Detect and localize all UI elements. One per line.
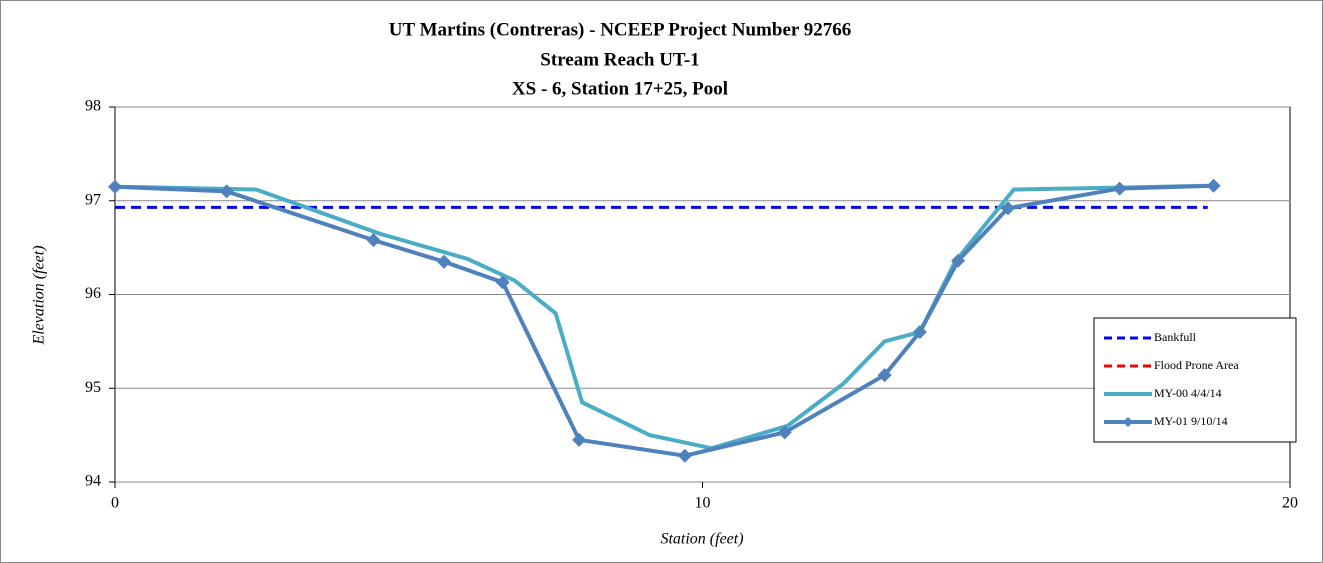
y-tick-label: 98	[85, 98, 101, 115]
marker	[677, 448, 692, 463]
y-tick-label: 95	[85, 379, 101, 396]
marker	[572, 432, 587, 447]
series-line	[114, 183, 1214, 458]
marker	[437, 254, 451, 269]
marker	[1206, 178, 1221, 193]
legend-marker	[1123, 417, 1133, 427]
y-tick-label: 96	[85, 285, 101, 302]
marker	[366, 233, 381, 248]
chart-title: Stream Reach UT-1	[540, 49, 699, 70]
x-tick-label: 20	[1282, 495, 1298, 512]
chart-title: XS - 6, Station 17+25, Pool	[512, 78, 728, 99]
y-axis-label: Elevation (feet)	[31, 245, 48, 345]
marker	[219, 184, 234, 199]
marker	[108, 179, 122, 194]
x-axis-label: Station (feet)	[660, 531, 743, 548]
x-tick-label: 0	[111, 495, 119, 512]
marker	[912, 325, 927, 339]
marker	[877, 368, 892, 383]
marker	[951, 253, 966, 268]
y-tick-label: 94	[85, 473, 101, 490]
chart-title: UT Martins (Contreras) - NCEEP Project N…	[389, 19, 851, 40]
x-tick-label: 10	[695, 495, 711, 512]
y-tick-label: 97	[85, 191, 101, 208]
marker	[1112, 181, 1127, 196]
legend-label: Bankfull	[1154, 330, 1197, 344]
marker	[777, 425, 792, 440]
marker	[495, 275, 510, 290]
legend-label: MY-01 9/10/14	[1154, 414, 1228, 428]
legend-label: Flood Prone Area	[1154, 358, 1239, 372]
marker	[1001, 201, 1015, 216]
legend-label: MY-00 4/4/14	[1154, 386, 1222, 400]
